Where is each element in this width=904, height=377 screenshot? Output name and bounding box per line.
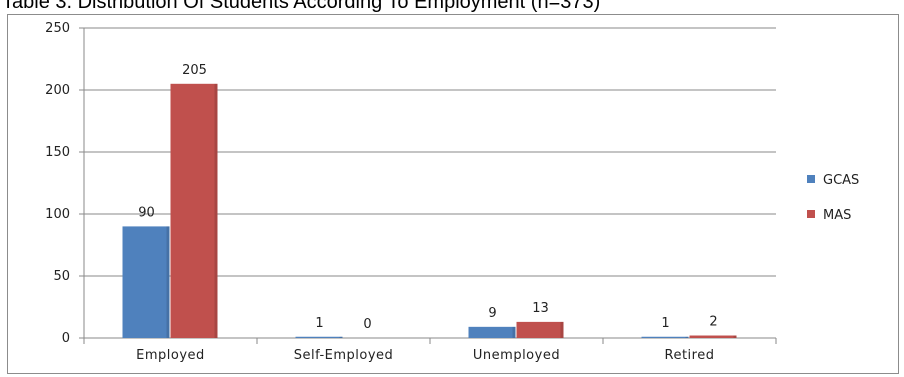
bar-gcas-unemployed (468, 326, 516, 338)
bar-mas-retired (689, 335, 737, 338)
y-tick-label: 50 (53, 269, 70, 284)
bar-gcas-employed (122, 226, 170, 338)
y-tick-label: 100 (45, 207, 70, 222)
bar-shade (166, 226, 170, 338)
data-label: 0 (363, 317, 371, 332)
y-tick-label: 150 (45, 145, 70, 160)
data-label: 90 (138, 205, 155, 220)
legend-swatch-gcas (807, 175, 815, 183)
bar-shade (560, 321, 564, 338)
legend-swatch-mas (807, 210, 815, 218)
bar-gcas-retired (641, 336, 689, 338)
bar-mas-unemployed (516, 321, 564, 338)
data-label: 13 (532, 301, 549, 316)
data-label: 205 (182, 63, 207, 78)
data-label: 1 (661, 316, 669, 331)
data-label: 1 (315, 316, 323, 331)
x-tick-label: Unemployed (473, 348, 560, 363)
bar-gcas-self-employed (295, 336, 343, 338)
bar-shade (685, 336, 689, 338)
legend-label-gcas: GCAS (823, 173, 859, 188)
x-tick-label: Retired (665, 348, 715, 363)
y-tick-label: 200 (45, 83, 70, 98)
x-tick-label: Self-Employed (294, 348, 394, 363)
bar-shade (512, 326, 516, 338)
bar-mas-employed (170, 83, 218, 338)
bar-shade (339, 336, 343, 338)
y-tick-label: 0 (62, 331, 70, 346)
y-tick-label: 250 (45, 21, 70, 36)
bar-shade (733, 335, 737, 338)
data-label: 2 (709, 315, 717, 330)
data-label: 9 (488, 306, 496, 321)
legend-label-mas: MAS (823, 208, 851, 223)
x-tick-label: Employed (136, 348, 205, 363)
chart-caption: Table 3. Distribution Of Students Accord… (2, 0, 601, 13)
bar-shade (214, 83, 218, 338)
